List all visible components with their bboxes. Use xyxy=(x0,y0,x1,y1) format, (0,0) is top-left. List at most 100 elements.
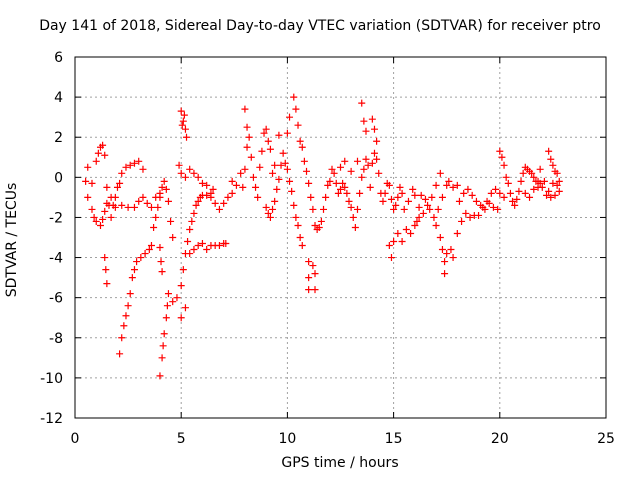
data-point xyxy=(162,185,170,193)
data-point xyxy=(303,167,311,175)
data-point xyxy=(360,165,368,173)
data-point xyxy=(241,165,249,173)
data-point xyxy=(277,161,285,169)
data-point xyxy=(290,93,298,101)
data-point xyxy=(528,169,536,177)
data-point xyxy=(292,105,300,113)
plot-border xyxy=(74,56,607,419)
data-point xyxy=(551,191,559,199)
data-point xyxy=(475,211,483,219)
data-point xyxy=(549,179,557,187)
data-point xyxy=(264,209,272,217)
x-tick-label: 15 xyxy=(385,431,403,447)
y-tick-label: 4 xyxy=(54,90,63,106)
data-point xyxy=(538,183,546,191)
data-point xyxy=(555,187,563,195)
data-point xyxy=(411,191,419,199)
data-point xyxy=(252,183,260,191)
data-point xyxy=(101,254,109,262)
data-point xyxy=(334,189,342,197)
data-point xyxy=(283,129,291,137)
x-tick-label: 5 xyxy=(177,431,186,447)
data-point xyxy=(424,201,432,209)
data-point xyxy=(175,161,183,169)
data-point xyxy=(483,197,491,205)
data-point xyxy=(419,209,427,217)
data-point xyxy=(135,197,143,205)
data-point xyxy=(243,143,251,151)
data-point xyxy=(186,165,194,173)
data-point xyxy=(266,145,274,153)
data-point xyxy=(103,183,111,191)
data-point xyxy=(317,217,325,225)
data-point xyxy=(283,165,291,173)
data-point xyxy=(101,207,109,215)
data-point xyxy=(362,155,370,163)
data-point xyxy=(160,177,168,185)
data-point xyxy=(169,234,177,241)
data-point xyxy=(547,155,555,163)
data-point xyxy=(243,123,251,131)
data-point xyxy=(220,199,228,207)
data-point xyxy=(103,199,111,207)
data-point xyxy=(443,181,451,189)
data-point xyxy=(103,280,111,288)
data-point xyxy=(411,221,419,229)
data-point xyxy=(147,203,155,211)
data-point xyxy=(271,161,279,169)
data-point xyxy=(362,127,370,135)
data-point xyxy=(366,183,374,191)
data-point xyxy=(326,177,334,185)
data-point xyxy=(118,169,126,177)
data-point xyxy=(159,342,167,350)
data-point xyxy=(266,213,274,221)
data-point xyxy=(530,185,538,193)
data-point xyxy=(413,217,421,225)
data-point xyxy=(347,167,355,175)
data-point xyxy=(260,129,268,137)
data-point xyxy=(358,173,366,181)
data-point xyxy=(99,215,107,223)
data-point xyxy=(107,213,115,221)
data-point xyxy=(462,209,470,217)
data-point xyxy=(472,197,480,205)
data-point xyxy=(466,213,474,221)
data-point xyxy=(143,199,151,207)
data-point xyxy=(415,213,423,221)
y-axis-label: SDTVAR / TECUs xyxy=(4,182,20,298)
data-point xyxy=(164,290,172,298)
data-point xyxy=(479,203,487,211)
data-point xyxy=(275,175,283,183)
data-point xyxy=(275,131,283,139)
data-point xyxy=(158,268,166,276)
data-point xyxy=(311,221,319,229)
data-point xyxy=(398,189,406,197)
data-point xyxy=(169,298,177,306)
data-point xyxy=(392,201,400,209)
data-point xyxy=(88,179,96,187)
data-point xyxy=(421,195,429,203)
data-point xyxy=(157,258,165,266)
data-point xyxy=(192,201,200,209)
data-point xyxy=(133,258,141,266)
data-point xyxy=(496,147,504,155)
data-point xyxy=(179,266,187,274)
data-point xyxy=(228,177,236,185)
data-point xyxy=(203,191,211,199)
data-point xyxy=(254,193,262,201)
data-point xyxy=(111,193,119,201)
data-point xyxy=(449,254,457,262)
data-point xyxy=(436,169,444,177)
data-point xyxy=(373,137,381,145)
data-point xyxy=(515,187,523,195)
data-point xyxy=(300,157,308,165)
data-point xyxy=(294,221,302,229)
data-point xyxy=(158,183,166,191)
data-point xyxy=(88,205,96,213)
data-point xyxy=(305,274,313,282)
data-point xyxy=(311,286,319,294)
data-point xyxy=(434,205,442,213)
data-point xyxy=(320,205,328,213)
data-points xyxy=(82,93,563,380)
data-point xyxy=(337,185,344,193)
